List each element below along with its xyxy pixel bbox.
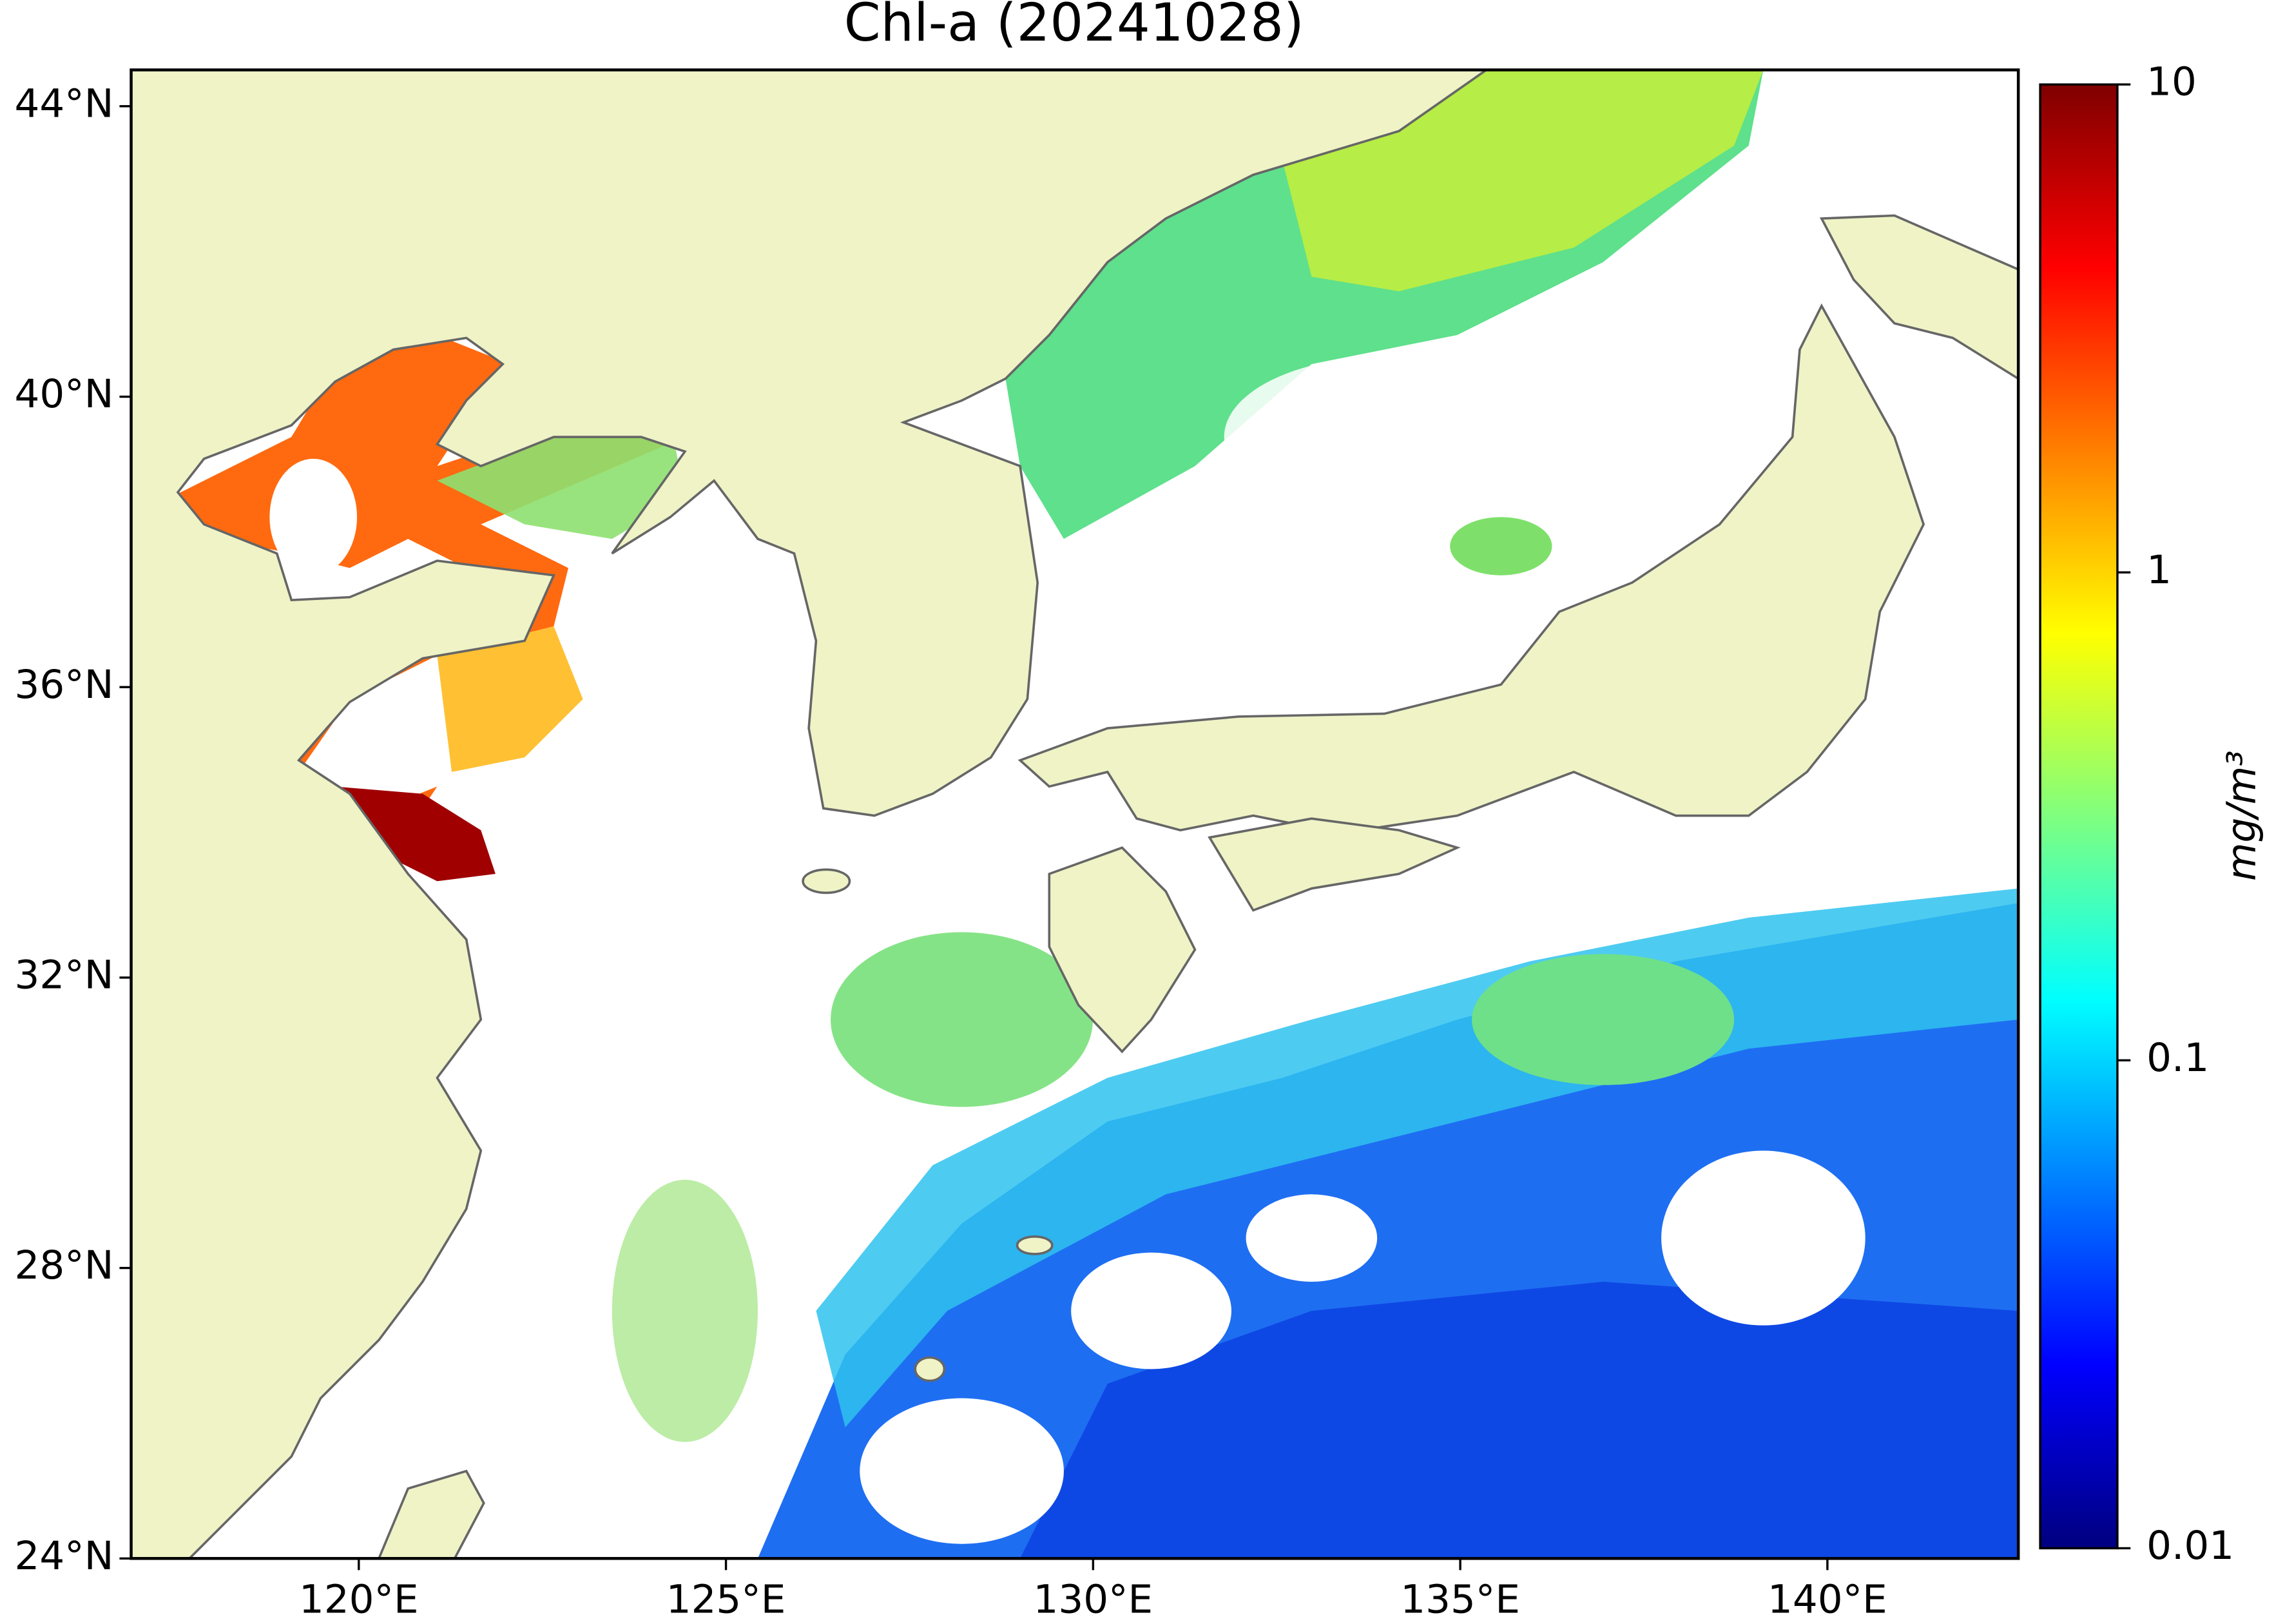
shikoku (1208, 817, 1461, 912)
x-tick-label: 135°E (1400, 1577, 1520, 1623)
land (131, 70, 2019, 1559)
ocean-patch (831, 932, 1094, 1107)
y-tick-label: 32°N (15, 952, 114, 998)
island (1016, 1235, 1054, 1255)
y-tick-label: 40°N (15, 371, 114, 417)
map-body (131, 70, 2019, 1559)
hokkaido (1819, 214, 2019, 380)
kyushu (1048, 846, 1197, 1054)
map-title: Chl-a (20241028) (844, 0, 1304, 53)
x-tick-label: 125°E (666, 1577, 786, 1623)
colorbar-label: mg/m³ (2219, 750, 2264, 881)
cloud (1661, 1150, 1866, 1326)
ocean-patch (437, 422, 685, 539)
x-tick-label: 130°E (1034, 1577, 1153, 1623)
honshu (1017, 303, 1925, 835)
cloud (1246, 1194, 1378, 1282)
colorbar-tick-label: 0.01 (2146, 1523, 2234, 1569)
x-tick-label: 120°E (299, 1577, 419, 1623)
colorbar-tick-label: 10 (2146, 59, 2197, 105)
y-tick-label: 28°N (15, 1242, 114, 1288)
jeju (802, 868, 851, 894)
map-frame (130, 68, 2020, 1560)
ocean-patch (1450, 517, 1552, 575)
open-ocean-lowest (1020, 1281, 2019, 1559)
coastal-high (335, 786, 496, 882)
colorbar-tick-label: 1 (2146, 547, 2172, 593)
continent (131, 70, 1489, 1559)
cloud (1071, 1252, 1231, 1369)
y-tick-label: 24°N (15, 1533, 114, 1579)
y-tick-label: 36°N (15, 662, 114, 708)
taiwan (378, 1469, 485, 1559)
colorbar-tick-label: 0.1 (2146, 1035, 2209, 1081)
ocean-patch (1472, 954, 1735, 1085)
cloud (269, 458, 358, 575)
ocean-patch (612, 1179, 758, 1442)
island (914, 1356, 946, 1382)
y-tick-label: 44°N (15, 81, 114, 126)
cloud (860, 1398, 1064, 1544)
cloud (1224, 356, 1545, 517)
x-tick-label: 140°E (1768, 1577, 1887, 1623)
colorbar (2039, 83, 2119, 1550)
